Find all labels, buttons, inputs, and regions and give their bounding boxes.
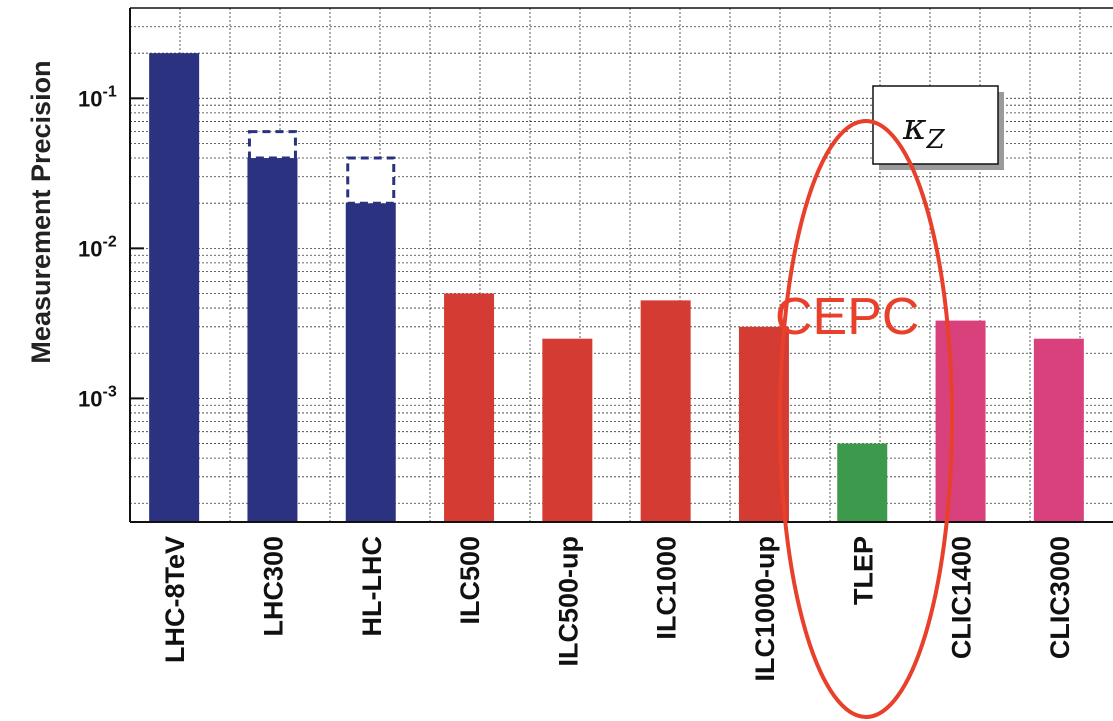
bar-lhc300 (247, 158, 298, 522)
y-tick-label: 10-1 (78, 83, 117, 111)
legend-subscript: Z (926, 125, 946, 155)
svg-text:κZ: κZ (902, 107, 946, 155)
bar-clic1400 (935, 320, 986, 522)
y-tick-label: 10-3 (78, 383, 117, 411)
y-tick-labels: 10-1 10-2 10-3 (78, 83, 117, 411)
bar-ilc500-up (542, 338, 593, 522)
legend-kappa: κ (902, 107, 927, 148)
legend-box: κZ (872, 85, 1004, 170)
x-tick-label-ilc1000: ILC1000 (652, 536, 682, 640)
cepc-annotation: CEPC (775, 119, 954, 719)
bar-lhc-8tev (149, 53, 200, 522)
x-tick-label-tlep: TLEP (848, 536, 878, 605)
x-tick-label-hl-lhc: HL-LHC (357, 536, 387, 636)
x-tick-labels: LHC-8TeV LHC300 HL-LHC ILC500 ILC500-up ILC10… (160, 536, 1075, 682)
bar-upper-range-hl-lhc (346, 156, 396, 205)
cepc-ellipse (778, 119, 954, 719)
axes (129, 7, 1113, 523)
x-tick-label-ilc1000-up: ILC1000-up (750, 536, 780, 682)
bar-ilc500 (444, 293, 495, 522)
bar-tlep (837, 443, 888, 522)
bar-clic3000 (1033, 338, 1084, 522)
x-tick-label-lhc-8tev: LHC-8TeV (160, 536, 190, 663)
bar-ilc1000 (640, 300, 691, 522)
cepc-label: CEPC (775, 288, 919, 346)
x-tick-label-clic1400: CLIC1400 (947, 536, 977, 659)
x-tick-label-ilc500: ILC500 (455, 536, 485, 625)
x-tick-label-clic3000: CLIC3000 (1045, 536, 1075, 659)
y-tick-label: 10-2 (78, 233, 117, 261)
y-axis-label: Measurement Precision (26, 60, 56, 363)
bar-hl-lhc (345, 203, 396, 522)
bar-upper-range-lhc300 (247, 130, 297, 160)
x-tick-label-lhc300: LHC300 (258, 536, 288, 637)
x-tick-label-ilc500-up: ILC500-up (553, 536, 583, 667)
